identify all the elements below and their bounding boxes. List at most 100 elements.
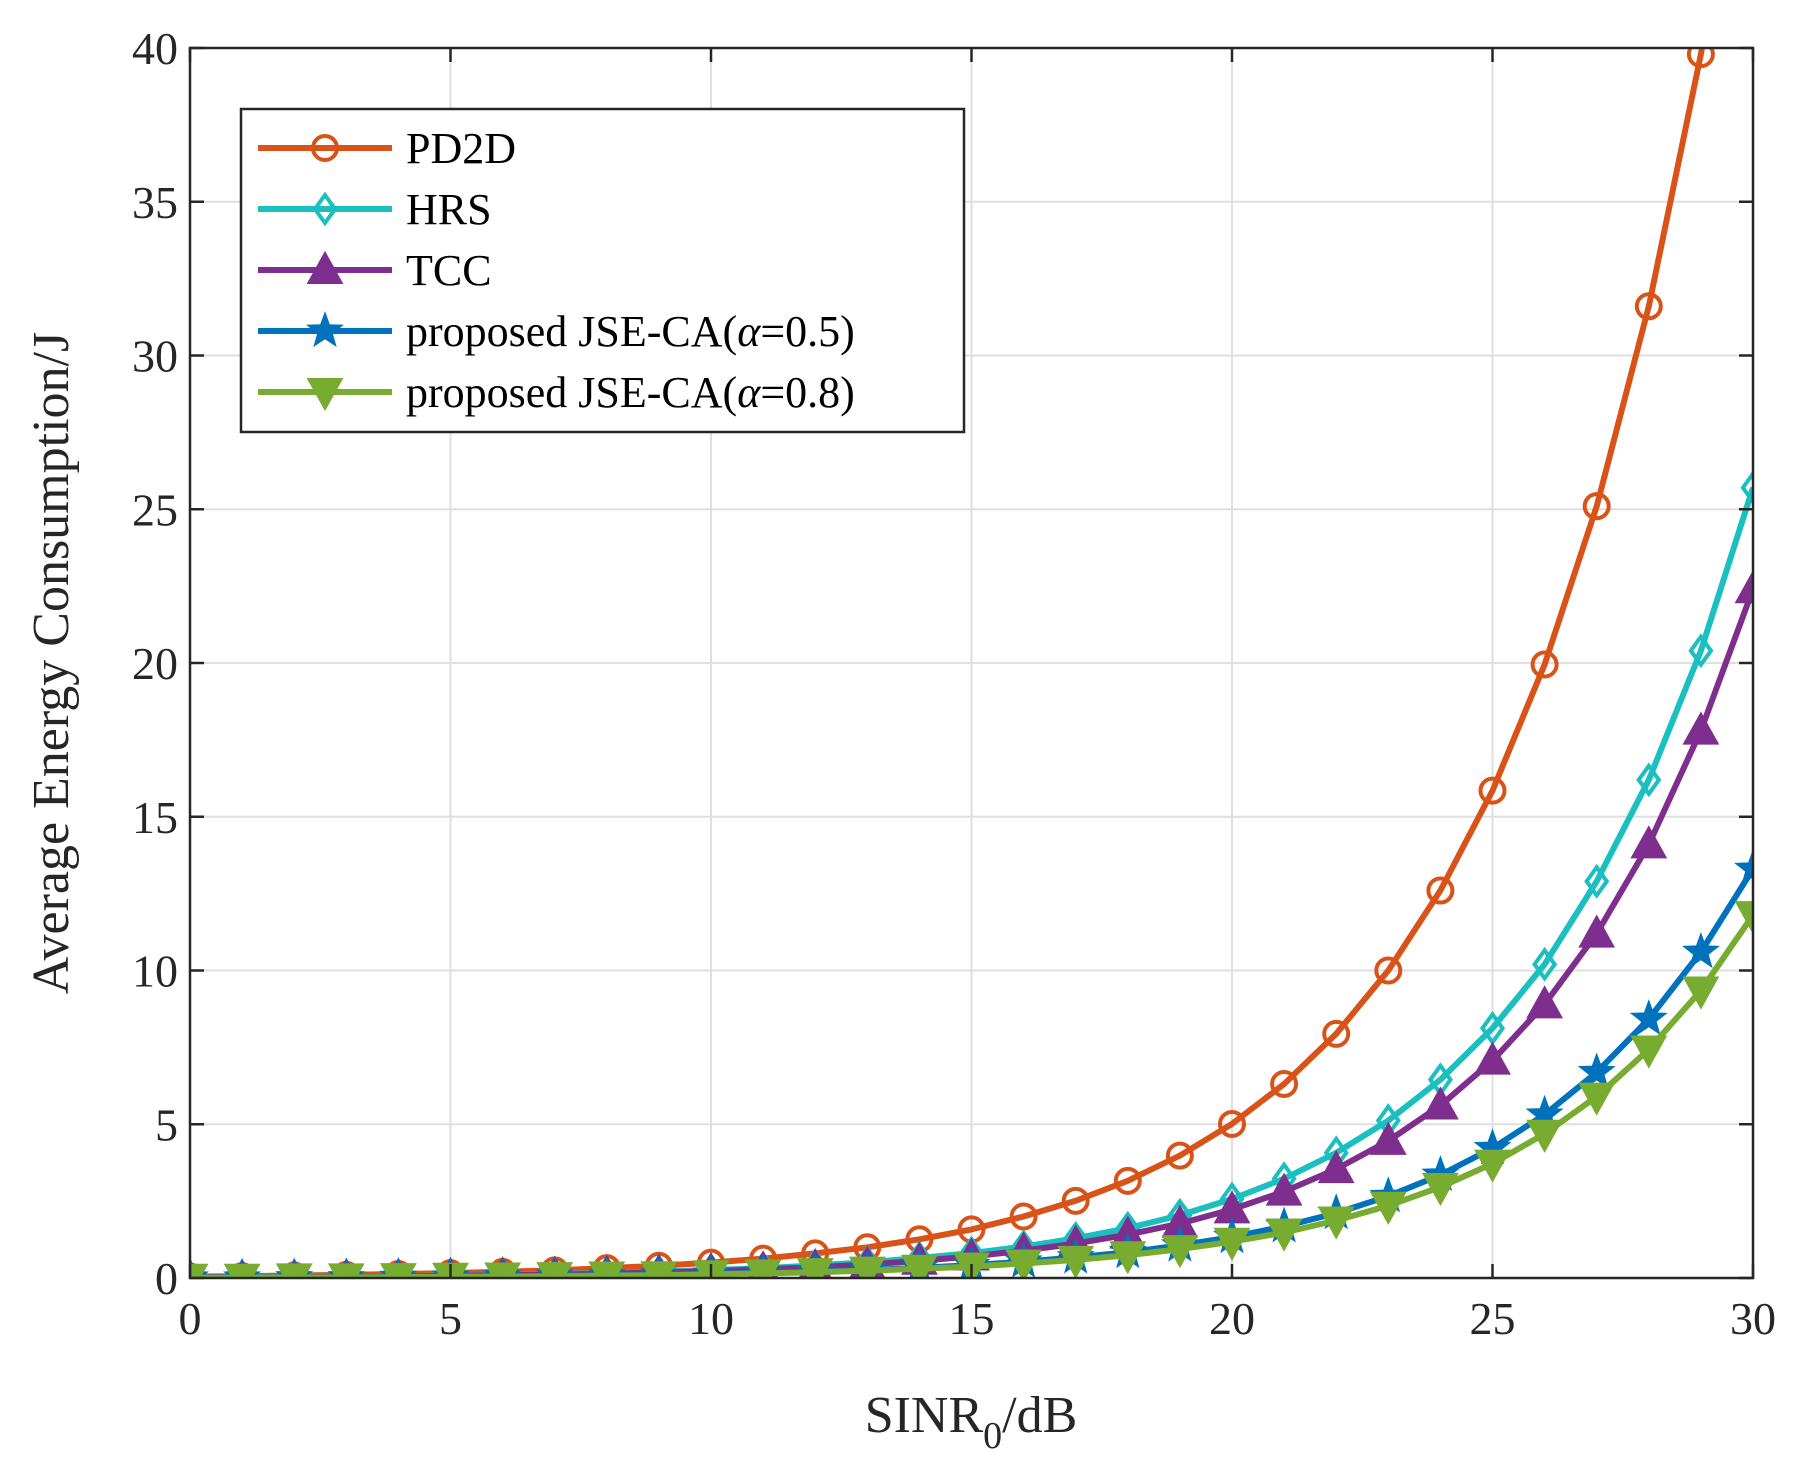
legend-label-text: TCC — [406, 246, 492, 295]
data-point — [275, 1263, 313, 1278]
legend-label-text: PD2D — [406, 124, 516, 173]
y-tick-label: 15 — [132, 792, 178, 843]
y-tick-label: 30 — [132, 331, 178, 382]
data-point — [190, 1263, 209, 1278]
legend-swatch-marker — [312, 191, 338, 227]
data-point — [744, 1259, 782, 1278]
legend-swatch-marker — [306, 311, 344, 348]
data-point — [1526, 1119, 1563, 1153]
legend-label-suffix: =0.5) — [760, 307, 854, 356]
data-point — [1369, 1121, 1407, 1155]
legend-label-text: proposed JSE-CA( — [406, 307, 737, 356]
data-point — [1734, 849, 1753, 886]
data-point — [1422, 1086, 1459, 1120]
data-point — [1734, 901, 1753, 935]
x-axis-title-suffix: /dB — [1002, 1387, 1077, 1444]
data-point — [1629, 999, 1668, 1036]
data-point — [1474, 1149, 1511, 1183]
data-point — [1682, 976, 1720, 1010]
data-point — [1578, 914, 1616, 948]
x-axis-title-main: SINR — [865, 1387, 984, 1444]
legend-label: HRS — [406, 185, 492, 234]
data-point — [1530, 650, 1559, 679]
data-point — [1265, 1172, 1303, 1206]
legend-item: PD2D — [258, 124, 516, 173]
data-point — [848, 1256, 886, 1278]
data-point — [223, 1263, 261, 1278]
x-tick-label: 15 — [949, 1293, 995, 1344]
data-point — [1422, 1172, 1459, 1207]
data-point — [1582, 492, 1611, 521]
data-point — [1369, 1191, 1407, 1225]
y-tick-label: 20 — [132, 638, 178, 689]
x-tick-label: 25 — [1470, 1293, 1516, 1344]
legend-item: HRS — [258, 185, 492, 234]
legend-label: PD2D — [406, 124, 516, 173]
legend-item: TCC — [258, 246, 492, 295]
data-point — [1213, 1227, 1251, 1261]
x-tick-label: 20 — [1209, 1293, 1255, 1344]
x-tick-label: 5 — [439, 1293, 462, 1344]
legend-label-greek: α — [737, 307, 761, 356]
data-point — [1061, 1186, 1090, 1215]
data-point — [1005, 1249, 1042, 1278]
data-point — [1578, 1082, 1616, 1116]
data-point — [1634, 292, 1663, 321]
data-point — [327, 1263, 365, 1278]
y-tick-label: 0 — [155, 1253, 178, 1304]
data-point — [1265, 1218, 1303, 1252]
legend-label-suffix: =0.8) — [760, 368, 854, 417]
data-point — [1270, 1069, 1299, 1098]
data-point — [1218, 1109, 1246, 1138]
data-point — [1426, 876, 1455, 905]
y-tick-label: 40 — [132, 23, 178, 74]
legend-swatch-marker — [306, 378, 344, 412]
data-point — [1636, 762, 1662, 798]
legend-swatch-marker — [311, 134, 339, 162]
data-point — [1113, 1166, 1142, 1195]
legend-label-text: proposed JSE-CA( — [406, 368, 737, 417]
y-tick-label: 10 — [132, 946, 178, 997]
data-point — [1681, 932, 1720, 969]
data-point — [1374, 956, 1403, 985]
data-point — [1577, 1052, 1616, 1089]
data-point — [1532, 946, 1558, 982]
data-point — [1317, 1206, 1355, 1240]
grid-lines — [190, 48, 1753, 1278]
x-tick-label: 30 — [1730, 1293, 1776, 1344]
data-point — [1322, 1019, 1351, 1048]
y-tick-label: 5 — [155, 1099, 178, 1150]
legend-label: TCC — [406, 246, 492, 295]
legend-label: proposed JSE-CA(α=0.8) — [406, 368, 855, 417]
data-point — [901, 1254, 938, 1278]
data-point — [1630, 1035, 1668, 1069]
data-point — [380, 1263, 417, 1278]
legend-item: proposed JSE-CA(α=0.5) — [258, 307, 855, 356]
data-point — [1526, 985, 1563, 1019]
data-point — [1474, 1041, 1511, 1075]
data-point — [796, 1258, 834, 1278]
data-point — [1478, 776, 1507, 805]
data-point — [1317, 1150, 1355, 1184]
x-tick-label: 10 — [688, 1293, 734, 1344]
data-point — [1630, 825, 1668, 859]
legend-swatch-marker — [306, 250, 344, 284]
data-point — [640, 1261, 678, 1278]
y-tick-label: 35 — [132, 177, 178, 228]
data-point — [1734, 570, 1753, 604]
data-point — [1057, 1245, 1095, 1278]
data-point — [1109, 1241, 1147, 1275]
data-point — [1682, 711, 1720, 745]
y-tick-label: 25 — [132, 484, 178, 535]
data-point — [1161, 1235, 1199, 1269]
x-tick-label: 0 — [179, 1293, 202, 1344]
data-point — [1584, 863, 1610, 899]
legend-label-greek: α — [737, 368, 761, 417]
data-point — [1688, 633, 1714, 669]
legend-label-text: HRS — [406, 185, 492, 234]
data-point — [1740, 470, 1753, 506]
legend-item: proposed JSE-CA(α=0.8) — [258, 368, 855, 417]
data-point — [1165, 1141, 1194, 1170]
